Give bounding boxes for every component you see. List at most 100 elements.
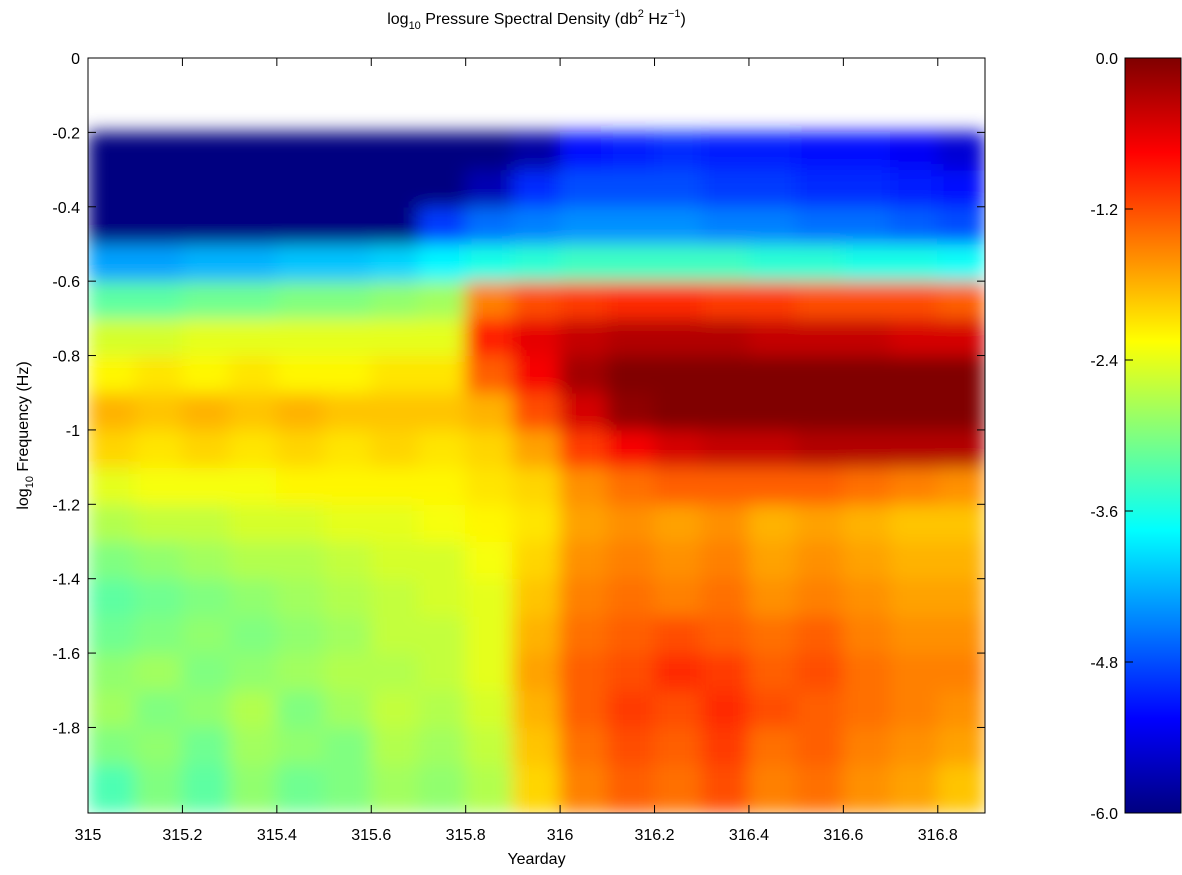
- heat-cell: [370, 764, 419, 813]
- heat-cell: [890, 169, 939, 208]
- heat-cell: [276, 615, 325, 654]
- heat-cell: [937, 726, 985, 766]
- heat-cell: [606, 317, 656, 357]
- heat-cell: [606, 578, 656, 617]
- heat-cell: [559, 243, 608, 282]
- heat-cell: [937, 131, 985, 171]
- heat-cell: [606, 466, 656, 505]
- heat-cell: [181, 206, 231, 245]
- heat-cell: [417, 392, 467, 431]
- heat-cell: [88, 764, 136, 813]
- heat-cell: [465, 466, 514, 505]
- chart-title-part: log: [387, 11, 408, 28]
- heat-cell: [229, 503, 278, 542]
- heat-cell: [795, 392, 844, 431]
- heat-cell: [370, 131, 419, 171]
- heat-cell: [276, 169, 325, 208]
- heat-cell: [370, 206, 419, 245]
- x-tick-label: 315.6: [351, 827, 391, 844]
- heat-cell: [512, 355, 561, 394]
- chart-title-part: Hz: [644, 11, 668, 28]
- colorbar-tick-label: -2.4: [1090, 353, 1118, 370]
- heat-cell: [181, 429, 231, 468]
- colorbar-tick-label: -1.2: [1090, 202, 1118, 219]
- heat-cell: [654, 169, 703, 208]
- heat-cell: [134, 206, 183, 245]
- heat-cell: [370, 429, 419, 468]
- heat-cell: [654, 689, 703, 728]
- heat-cell: [606, 503, 656, 542]
- heat-cell: [134, 466, 183, 505]
- x-tick-label: 316.6: [823, 827, 863, 844]
- heat-cell: [559, 578, 608, 617]
- heat-cell: [417, 540, 467, 580]
- heat-cell: [370, 652, 419, 691]
- heat-cell: [134, 169, 183, 208]
- heat-cell: [88, 392, 136, 431]
- heat-cell: [890, 466, 939, 505]
- heat-cell: [417, 615, 467, 654]
- heat-cell: [276, 652, 325, 691]
- heat-cell: [559, 280, 608, 319]
- heat-cell: [181, 466, 231, 505]
- heat-cell: [417, 131, 467, 171]
- heat-cell: [323, 540, 372, 580]
- heat-cell: [748, 429, 797, 468]
- heat-cell: [276, 429, 325, 468]
- heat-cell: [88, 689, 136, 728]
- x-tick-label: 315.8: [446, 827, 486, 844]
- heat-cell: [654, 429, 703, 468]
- heat-cell: [417, 243, 467, 282]
- heat-cell: [181, 355, 231, 394]
- heat-cell: [842, 578, 892, 617]
- heat-cell: [937, 466, 985, 505]
- heat-cell: [606, 169, 656, 208]
- heat-cell: [654, 317, 703, 357]
- y-tick-label: -1.8: [52, 720, 80, 737]
- heat-cell: [701, 652, 750, 691]
- heat-cell: [748, 764, 797, 813]
- heat-cell: [606, 615, 656, 654]
- heat-cell: [890, 243, 939, 282]
- heat-cell: [181, 615, 231, 654]
- heat-cell: [748, 578, 797, 617]
- chart-title-part: 2: [638, 8, 644, 20]
- heat-cell: [937, 317, 985, 357]
- heat-cell: [88, 317, 136, 357]
- heat-cell: [512, 169, 561, 208]
- heat-cell: [323, 131, 372, 171]
- heat-cell: [323, 578, 372, 617]
- heat-cell: [654, 615, 703, 654]
- y-tick-label: -0.8: [52, 349, 80, 366]
- heat-cell: [370, 540, 419, 580]
- heat-cell: [748, 466, 797, 505]
- heat-cell: [748, 652, 797, 691]
- heat-cell: [417, 169, 467, 208]
- heat-cell: [795, 429, 844, 468]
- heat-cell: [890, 280, 939, 319]
- heat-cell: [417, 466, 467, 505]
- heat-cell: [370, 317, 419, 357]
- heat-cell: [748, 392, 797, 431]
- heat-cell: [134, 243, 183, 282]
- heat-cell: [559, 317, 608, 357]
- heat-cell: [606, 652, 656, 691]
- heat-cell: [654, 243, 703, 282]
- heat-cell: [88, 578, 136, 617]
- colorbar: [1124, 57, 1182, 814]
- heat-cell: [465, 280, 514, 319]
- heat-cell: [417, 429, 467, 468]
- heat-cell: [465, 355, 514, 394]
- y-tick-label: -0.4: [52, 200, 80, 217]
- heat-cell: [842, 764, 892, 813]
- heat-cell: [606, 429, 656, 468]
- heat-cell: [181, 131, 231, 171]
- heat-cell: [559, 503, 608, 542]
- x-axis-label: Yearday: [507, 851, 565, 868]
- heat-cell: [795, 726, 844, 766]
- heat-cell: [795, 466, 844, 505]
- axes: 315 315.2 315.4 315.6 315.8 316 316.2 316.4 316.…: [15, 8, 1182, 868]
- heat-cell: [134, 764, 183, 813]
- heat-cell: [134, 652, 183, 691]
- heat-cell: [229, 280, 278, 319]
